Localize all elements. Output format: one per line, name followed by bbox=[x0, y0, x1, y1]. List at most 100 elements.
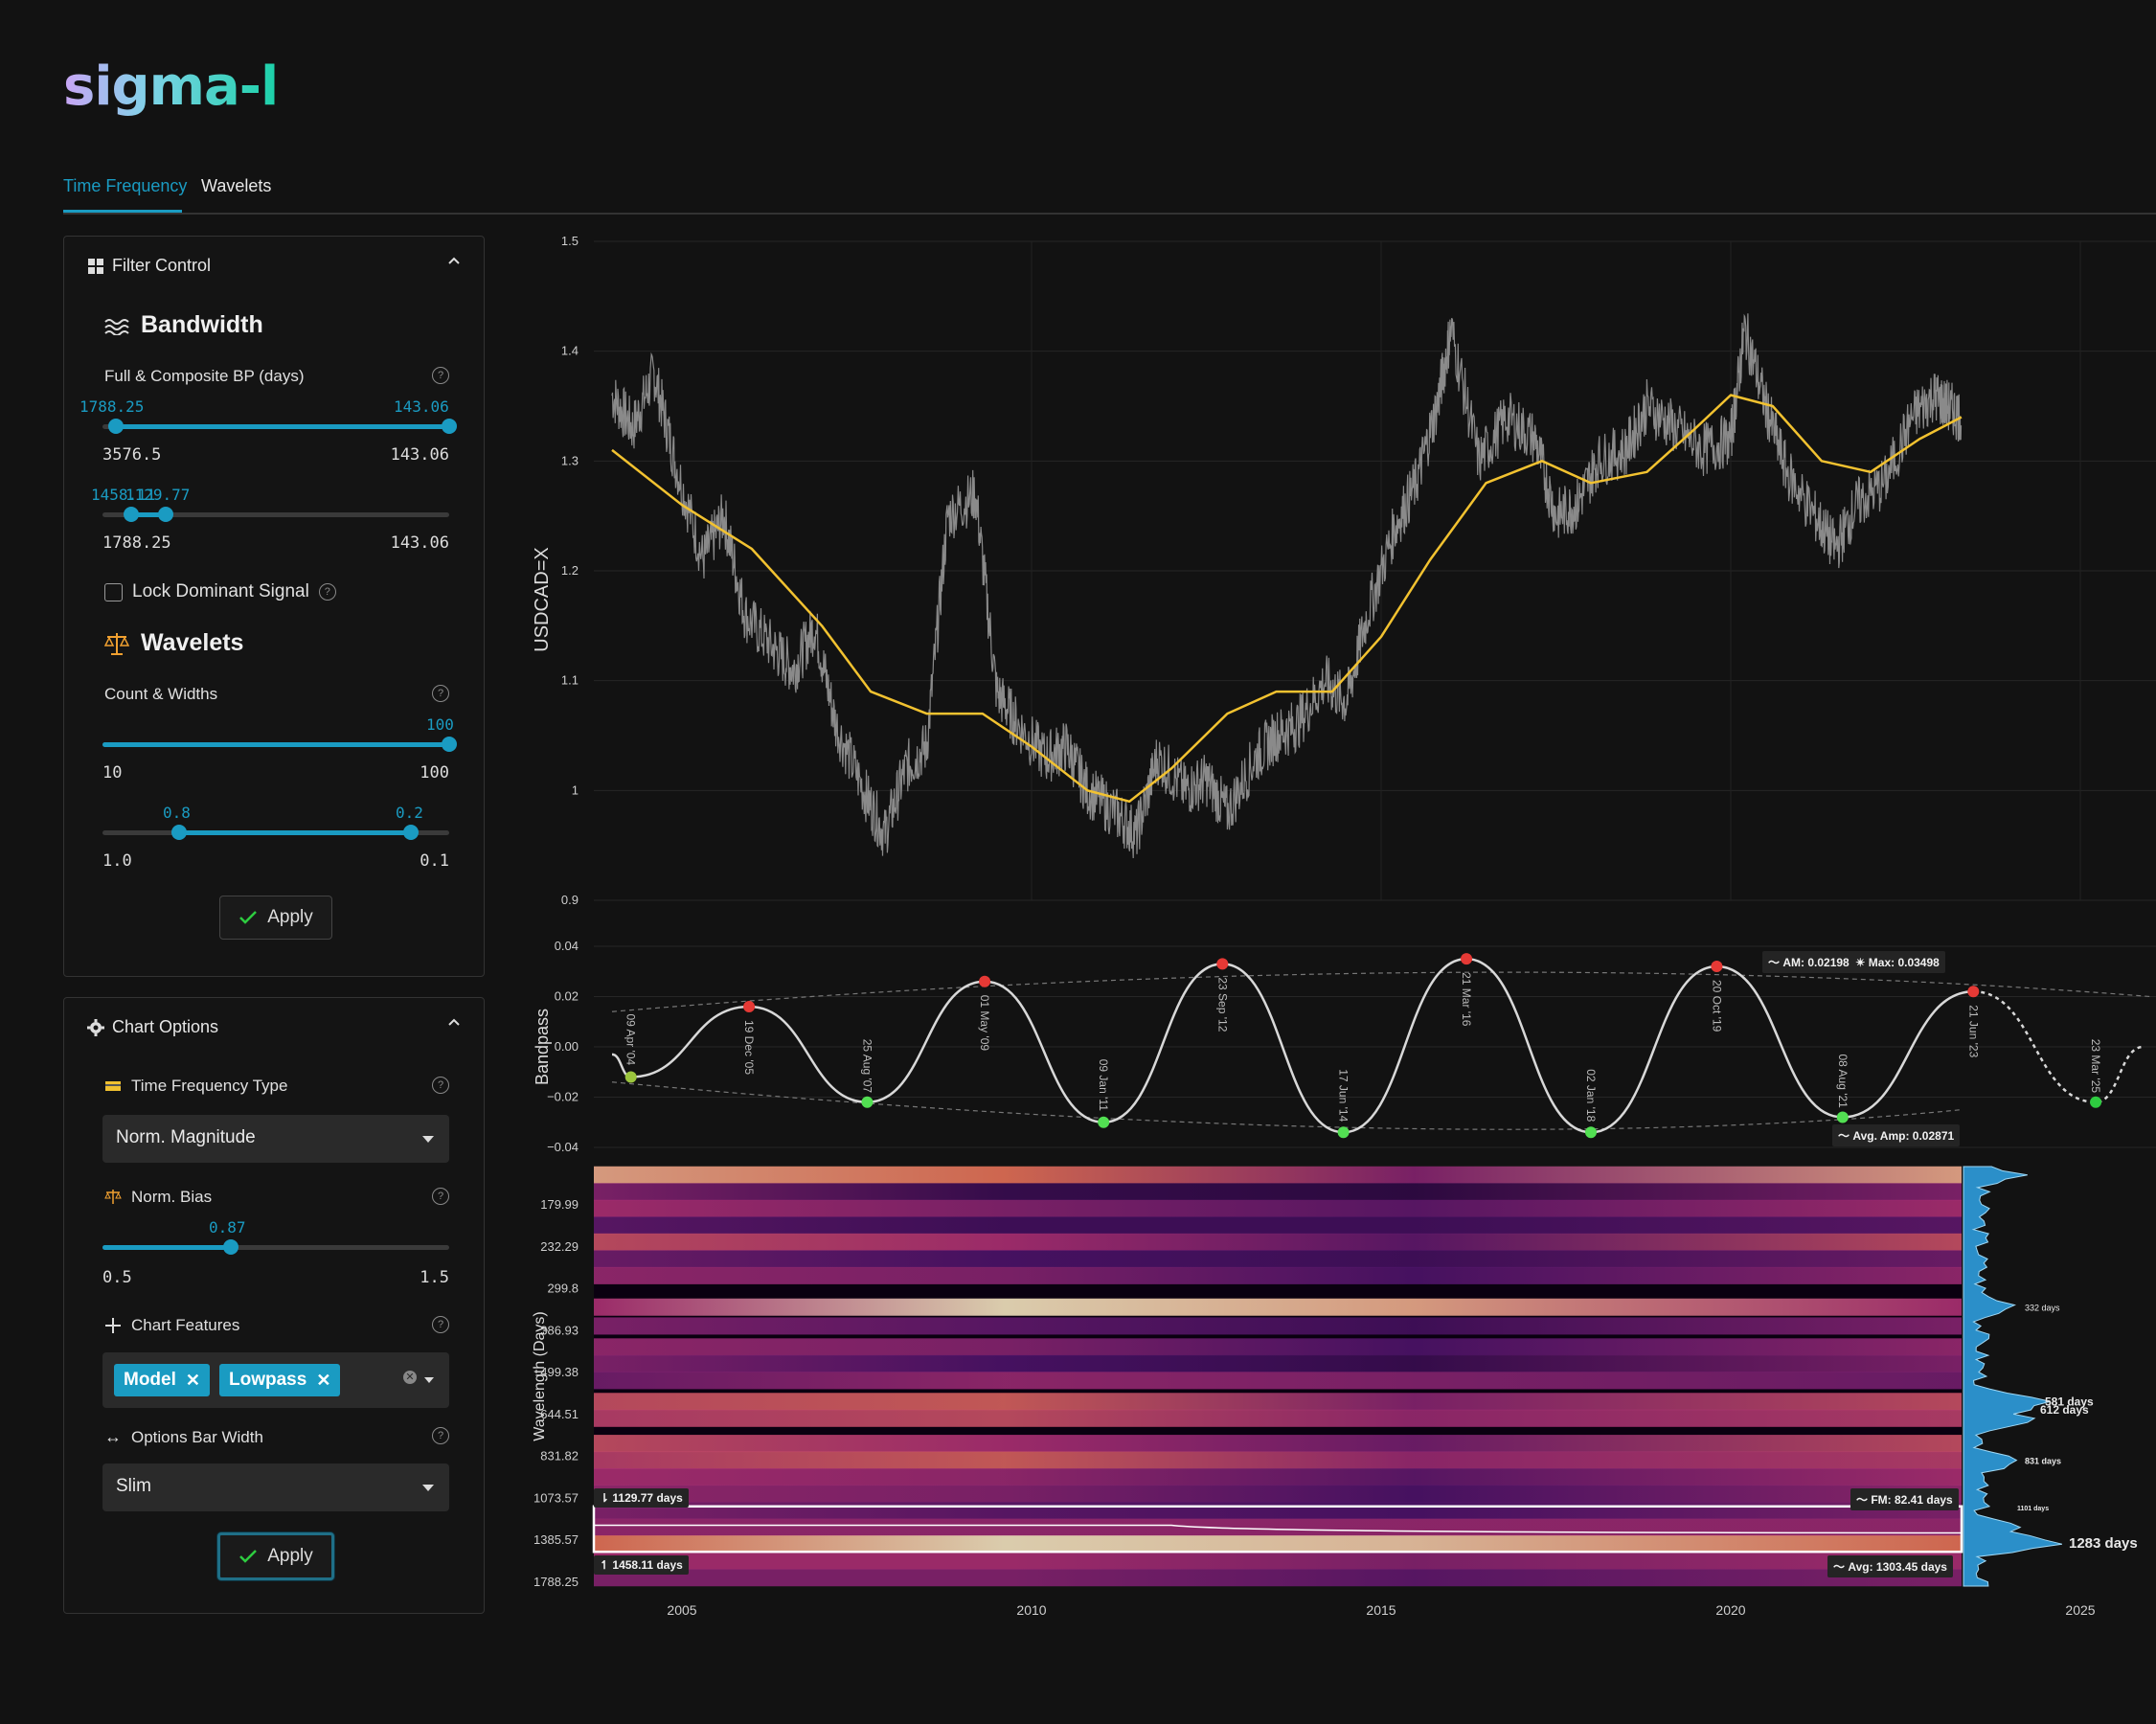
tf-type-select[interactable]: Norm. Magnitude bbox=[102, 1115, 449, 1163]
count-slider-handle[interactable] bbox=[442, 737, 457, 752]
width-slider-track[interactable] bbox=[102, 825, 449, 840]
tab-time-frequency[interactable]: Time Frequency bbox=[63, 176, 188, 195]
peak-marker bbox=[1967, 986, 1980, 998]
help-icon[interactable]: ? bbox=[432, 685, 449, 702]
frequency-trace bbox=[594, 1524, 1963, 1534]
bandwidth-section-title: Bandwidth bbox=[104, 311, 263, 339]
width-slider-high-handle[interactable] bbox=[403, 825, 419, 840]
help-icon[interactable]: ? bbox=[318, 583, 336, 601]
histogram-peak-label: 581 days bbox=[2045, 1395, 2094, 1408]
heatmap-row bbox=[594, 1435, 1962, 1453]
peak-marker bbox=[1461, 953, 1473, 965]
lock-dominant-checkbox[interactable] bbox=[104, 582, 123, 601]
tab-wavelets[interactable]: Wavelets bbox=[201, 176, 272, 195]
bar-width-select[interactable]: Slim bbox=[102, 1463, 449, 1511]
remove-chip-icon[interactable]: ✕ bbox=[316, 1370, 331, 1390]
price-chart: 1.5 1.4 1.3 1.2 1.1 1 0.9 USDCAD=X bbox=[532, 234, 2156, 907]
width-slider-max: 0.1 bbox=[420, 851, 449, 871]
help-icon[interactable]: ? bbox=[432, 1077, 449, 1094]
peak-date-label: 01 May '09 bbox=[978, 995, 991, 1052]
trough-date-label: 09 Apr '04 bbox=[624, 1014, 638, 1066]
chart-options-apply-button[interactable]: Apply bbox=[217, 1532, 334, 1580]
bp-slider1-low-handle[interactable] bbox=[108, 419, 124, 434]
norm-bias-track[interactable] bbox=[102, 1239, 449, 1255]
heatmap-ytick-label: 232.29 bbox=[540, 1239, 579, 1254]
bp-slider2-track[interactable] bbox=[102, 507, 449, 522]
bp-slider2-high-handle[interactable] bbox=[158, 507, 173, 522]
price-ytick-label: 1.2 bbox=[561, 563, 579, 578]
bp-slider1-high-handle[interactable] bbox=[442, 419, 457, 434]
heatmap-ytick-label: 499.38 bbox=[540, 1365, 579, 1379]
chevron-up-icon[interactable] bbox=[447, 254, 461, 267]
fm-label: 〜 FM: 82.41 days bbox=[1850, 1488, 1959, 1510]
caret-down-icon[interactable] bbox=[424, 1377, 434, 1383]
xtick-label: 2015 bbox=[1366, 1602, 1396, 1618]
heatmap-chart: 179.99 232.29 299.8 386.93 499.38 644.51 831.8… bbox=[532, 1166, 2138, 1618]
peak-date-label: 21 Mar '16 bbox=[1460, 972, 1473, 1027]
width-slider-low-value: 0.8 bbox=[163, 804, 191, 822]
filter-control-header[interactable]: Filter Control bbox=[87, 256, 211, 276]
heatmap-ytick-label: 386.93 bbox=[540, 1323, 579, 1337]
help-icon[interactable]: ? bbox=[432, 367, 449, 384]
heatmap-row bbox=[594, 1468, 1962, 1486]
tab-bar: Time Frequency Wavelets bbox=[63, 163, 2156, 215]
avg-label: 〜 Avg: 1303.45 days bbox=[1827, 1555, 1953, 1577]
caret-down-icon bbox=[422, 1136, 434, 1143]
lock-dominant-row[interactable]: Lock Dominant Signal ? bbox=[104, 581, 336, 602]
waves-icon bbox=[104, 318, 129, 335]
xtick-label: 2020 bbox=[1715, 1602, 1745, 1618]
chart-features-label: Chart Features bbox=[104, 1316, 239, 1335]
plus-icon bbox=[105, 1318, 121, 1333]
bandpass-ytick-label: 0.02 bbox=[555, 989, 579, 1004]
trough-marker bbox=[1836, 1111, 1849, 1123]
check-icon bbox=[239, 1550, 258, 1563]
histogram-peak-label: 612 days bbox=[2040, 1403, 2089, 1417]
wavelength-histogram bbox=[1963, 1166, 2063, 1587]
feature-chip-model[interactable]: Model ✕ bbox=[114, 1364, 210, 1396]
filter-apply-button[interactable]: Apply bbox=[219, 896, 332, 940]
heatmap-row bbox=[594, 1502, 1962, 1520]
price-ytick-label: 0.9 bbox=[561, 893, 579, 907]
lowpass-line bbox=[611, 394, 1963, 804]
heatmap-row bbox=[594, 1393, 1962, 1411]
bp-slider2-max: 143.06 bbox=[390, 533, 449, 553]
bp-slider1-max: 143.06 bbox=[390, 445, 449, 465]
histogram-peak-label: 831 days bbox=[2025, 1457, 2061, 1466]
heatmap-row bbox=[594, 1372, 1962, 1390]
chevron-up-icon[interactable] bbox=[447, 1015, 461, 1029]
peak-marker bbox=[979, 975, 991, 987]
bp-slider1-track[interactable] bbox=[102, 419, 457, 434]
bp-slider2-low-handle[interactable] bbox=[124, 507, 139, 522]
norm-bias-max: 1.5 bbox=[420, 1268, 449, 1287]
count-slider-track[interactable] bbox=[102, 737, 457, 752]
active-tab-underline bbox=[63, 210, 182, 213]
gear-icon bbox=[87, 1018, 104, 1036]
bar-width-label: ↔ Options Bar Width bbox=[104, 1427, 263, 1446]
clear-all-icon[interactable]: ✕ bbox=[403, 1371, 417, 1384]
price-ytick-label: 1.1 bbox=[561, 673, 579, 688]
bp-slider2-high-value: 1129.77 bbox=[125, 486, 191, 504]
bp-slider1-low-value: 1788.25 bbox=[79, 397, 145, 416]
heatmap-row bbox=[594, 1409, 1962, 1427]
chart-options-header[interactable]: Chart Options bbox=[87, 1017, 218, 1037]
chart-features-multiselect[interactable]: Model ✕ Lowpass ✕ ✕ bbox=[102, 1352, 449, 1408]
norm-bias-handle[interactable] bbox=[223, 1239, 238, 1255]
help-icon[interactable]: ? bbox=[432, 1427, 449, 1444]
width-slider-low-handle[interactable] bbox=[171, 825, 187, 840]
remove-chip-icon[interactable]: ✕ bbox=[185, 1370, 200, 1390]
heatmap-row bbox=[594, 1317, 1962, 1335]
bandpass-wave bbox=[611, 957, 1974, 1134]
filter-control-title: Filter Control bbox=[112, 256, 212, 275]
am-annotation: 〜 AM: 0.02198 ✴ Max: 0.03498 bbox=[1762, 951, 1945, 973]
help-icon[interactable]: ? bbox=[432, 1316, 449, 1333]
trough-date-label: 02 Jan '18 bbox=[1584, 1069, 1598, 1122]
scale-icon bbox=[104, 632, 129, 655]
help-icon[interactable]: ? bbox=[432, 1188, 449, 1205]
heatmap-row bbox=[594, 1451, 1962, 1469]
trough-marker bbox=[1098, 1116, 1110, 1128]
trough-marker bbox=[624, 1071, 637, 1083]
bandpass-ytick-label: −0.04 bbox=[547, 1140, 579, 1154]
feature-chip-lowpass[interactable]: Lowpass ✕ bbox=[219, 1364, 341, 1396]
bandpass-ytick-label: −0.02 bbox=[547, 1090, 579, 1104]
histogram-peak-label: 1283 days bbox=[2069, 1535, 2138, 1552]
